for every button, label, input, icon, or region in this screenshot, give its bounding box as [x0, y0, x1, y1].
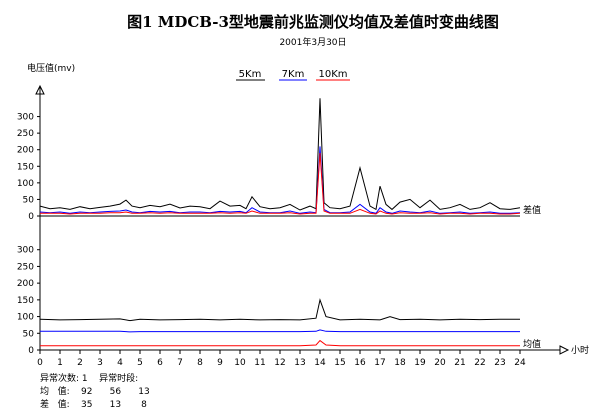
- x-tick-label: 6: [157, 358, 163, 368]
- y-tick-label: 250: [17, 129, 34, 139]
- panel1-name: 差值: [523, 204, 541, 216]
- x-tick-label: 0: [37, 358, 43, 368]
- x-tick-label: 7: [177, 358, 183, 368]
- x-tick-label: 24: [514, 358, 526, 368]
- stats-line1: 异常次数: 1 异常时段:: [40, 372, 138, 384]
- y-tick-label: 300: [17, 113, 34, 123]
- y-tick-label: 200: [17, 146, 34, 156]
- x-tick-label: 5: [137, 358, 143, 368]
- plot-area: [39, 98, 521, 347]
- x-tick-label: 21: [454, 358, 465, 368]
- x-tick-label: 13: [294, 358, 305, 368]
- y-tick-label: 0: [28, 346, 34, 356]
- y-axis-label: 电压值(mv): [27, 62, 75, 74]
- series-line-3-panel-2: [40, 339, 520, 347]
- y-tick-label: 100: [17, 179, 34, 189]
- series-line-1-panel-1: [39, 98, 521, 211]
- series-line-3-panel-1: [40, 152, 521, 215]
- y-tick-label: 200: [17, 279, 34, 289]
- y-axis-arrow: [35, 84, 45, 95]
- x-tick-label: 23: [494, 358, 505, 368]
- legend-7km: 7Km: [282, 69, 305, 80]
- y-tick-label: 100: [17, 313, 34, 323]
- x-tick-label: 18: [394, 358, 406, 368]
- chart-title: 图1 MDCB-3型地震前兆监测仪均值及差值时变曲线图: [127, 13, 499, 31]
- stats-line3: 差 值: 35 13 8: [40, 398, 147, 410]
- y-tick-label: 150: [17, 162, 34, 172]
- x-tick-label: 1: [57, 358, 63, 368]
- x-axis-label: 小时: [571, 344, 589, 356]
- y-tick-label: 0: [28, 212, 34, 222]
- x-tick-label: 8: [197, 358, 203, 368]
- series-line-2-panel-1: [39, 146, 521, 214]
- x-tick-label: 9: [217, 358, 223, 368]
- x-tick-label: 14: [314, 358, 326, 368]
- series-line-1-panel-2: [39, 298, 520, 322]
- x-axis-arrow: [559, 345, 570, 355]
- x-tick-label: 12: [274, 358, 285, 368]
- x-tick-label: 22: [474, 358, 485, 368]
- y-tick-label: 50: [23, 195, 35, 205]
- x-tick-label: 3: [97, 358, 103, 368]
- x-tick-label: 4: [117, 358, 123, 368]
- y-tick-label: 50: [23, 329, 35, 339]
- panel2-name: 均值: [523, 338, 541, 350]
- x-tick-label: 17: [374, 358, 385, 368]
- x-tick-label: 20: [434, 358, 446, 368]
- y-tick-label: 150: [17, 296, 34, 306]
- x-tick-label: 10: [234, 358, 246, 368]
- chart-subtitle: 2001年3月30日: [279, 36, 346, 48]
- legend-10km: 10Km: [318, 69, 347, 80]
- x-tick-label: 15: [334, 358, 345, 368]
- x-tick-label: 2: [77, 358, 83, 368]
- y-tick-label: 300: [17, 246, 34, 256]
- legend-5km: 5Km: [239, 69, 262, 80]
- y-tick-label: 250: [17, 262, 34, 272]
- x-tick-label: 11: [254, 358, 265, 368]
- x-tick-label: 19: [414, 358, 426, 368]
- stats-line2: 均 值: 92 56 13: [40, 385, 150, 397]
- x-tick-label: 16: [354, 358, 366, 368]
- series-line-2-panel-2: [40, 329, 520, 333]
